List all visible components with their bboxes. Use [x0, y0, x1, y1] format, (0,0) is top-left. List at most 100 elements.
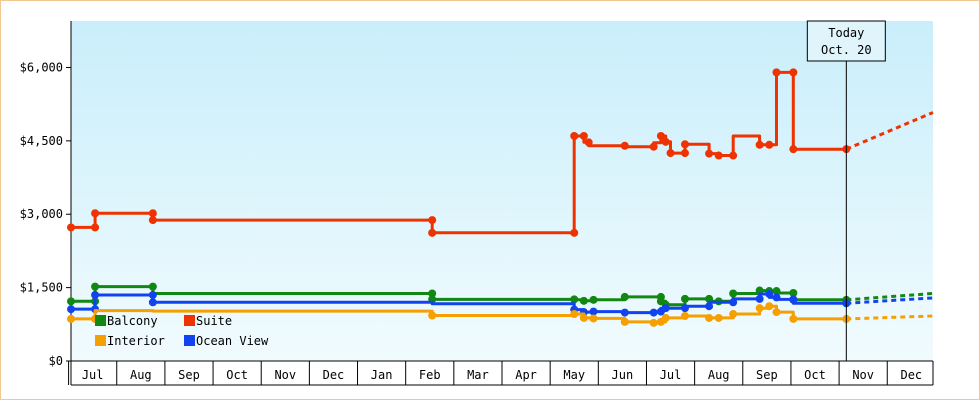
balcony-point: [729, 289, 738, 298]
today-date: Oct. 20: [821, 43, 872, 57]
interior-point: [729, 310, 738, 319]
interior-point: [620, 317, 629, 326]
interior-point: [789, 314, 798, 323]
interior-point: [428, 311, 437, 320]
month-label: Oct: [804, 368, 826, 382]
legend-label-balcony: Balcony: [107, 314, 158, 328]
ocean-view-point: [649, 308, 658, 317]
ocean-view-point: [589, 307, 598, 316]
month-label: Aug: [708, 368, 730, 382]
month-label: Jul: [82, 368, 104, 382]
suite-point: [729, 151, 738, 160]
ocean-view-point: [755, 294, 764, 303]
suite-point: [680, 149, 689, 158]
balcony-point: [579, 296, 588, 305]
ocean-view-point: [765, 289, 774, 298]
balcony-point: [772, 287, 781, 296]
month-label: Oct: [226, 368, 248, 382]
month-label: Nov: [274, 368, 296, 382]
month-label: Nov: [852, 368, 874, 382]
suite-point: [428, 216, 437, 225]
interior-point: [67, 314, 75, 323]
suite-point: [584, 138, 593, 147]
legend-label-ocean-view: Ocean View: [196, 334, 269, 348]
suite-point: [705, 149, 714, 158]
suite-point: [570, 131, 579, 140]
ocean-view-point: [148, 290, 157, 299]
suite-point: [789, 68, 798, 77]
balcony-point: [789, 289, 798, 297]
suite-point: [428, 228, 437, 237]
legend-label-interior: Interior: [107, 334, 165, 348]
month-label: Aug: [130, 368, 152, 382]
month-label: Sep: [178, 368, 200, 382]
interior-point: [772, 308, 781, 317]
ocean-view-point: [705, 302, 714, 311]
legend-swatch-ocean-view: [184, 335, 195, 346]
month-label: Jul: [660, 368, 682, 382]
y-tick-label: $4,500: [20, 134, 63, 148]
interior-point: [589, 314, 598, 323]
ocean-view-point: [91, 290, 100, 299]
month-label: Jun: [612, 368, 634, 382]
interior-point: [570, 310, 579, 319]
suite-point: [91, 223, 100, 232]
balcony-point: [67, 297, 75, 306]
suite-point: [772, 68, 781, 77]
interior-point: [661, 313, 670, 322]
suite-point: [666, 149, 675, 158]
balcony-point: [620, 292, 629, 301]
month-label: Mar: [467, 368, 489, 382]
suite-point: [91, 209, 100, 218]
interior-point: [649, 318, 658, 327]
month-label: Dec: [323, 368, 345, 382]
suite-point: [649, 142, 658, 151]
interior-point: [705, 313, 714, 322]
interior-point: [714, 313, 723, 322]
balcony-point: [148, 282, 157, 291]
suite-point: [789, 145, 798, 154]
month-label: Feb: [419, 368, 441, 382]
suite-point: [620, 141, 629, 150]
today-label: Today: [828, 26, 864, 40]
suite-point: [755, 140, 764, 149]
legend-swatch-interior: [95, 335, 106, 346]
suite-point: [148, 216, 157, 225]
balcony-point: [570, 295, 579, 304]
today-callout: [806, 20, 886, 62]
legend-swatch-suite: [184, 315, 195, 326]
suite-point: [661, 137, 670, 146]
balcony-forecast-line: [846, 291, 934, 302]
y-tick-label: $6,000: [20, 60, 63, 74]
y-tick-label: $1,500: [20, 281, 63, 295]
suite-point: [570, 228, 579, 237]
suite-point: [765, 140, 774, 149]
ocean-view-point: [620, 308, 629, 317]
ocean-view-point: [148, 298, 157, 307]
suite-point: [680, 140, 689, 149]
suite-point: [656, 131, 665, 140]
suite-point: [67, 223, 75, 232]
month-label: Dec: [900, 368, 922, 382]
ocean-view-point: [772, 293, 781, 302]
ocean-view-point: [729, 298, 738, 307]
interior-point: [755, 304, 764, 313]
suite-point: [714, 151, 723, 160]
legend-label-suite: Suite: [196, 314, 232, 328]
y-tick-label: $3,000: [20, 207, 63, 221]
suite-point: [148, 209, 157, 218]
ocean-view-point: [789, 295, 798, 304]
interior-point: [765, 302, 774, 311]
ocean-view-point: [680, 304, 689, 313]
balcony-point: [680, 294, 689, 303]
balcony-point: [91, 282, 100, 291]
balcony-point: [589, 295, 598, 304]
ocean-view-point: [661, 304, 670, 313]
ocean-view-forecast-line: [846, 296, 934, 305]
y-tick-label: $0: [49, 354, 63, 368]
legend-swatch-balcony: [95, 315, 106, 326]
month-label: May: [563, 368, 585, 382]
interior-point: [680, 311, 689, 320]
